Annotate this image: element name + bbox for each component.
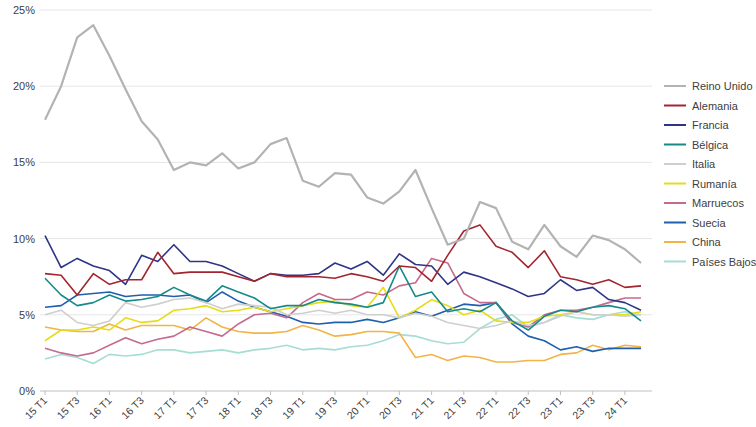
grid-line xyxy=(40,238,652,239)
x-tick-label: 18 T3 xyxy=(248,394,275,421)
x-tick xyxy=(270,391,271,395)
legend-swatch xyxy=(664,124,686,126)
x-tick-label: 20 T3 xyxy=(376,394,403,421)
x-tick-label: 16 T3 xyxy=(119,394,146,421)
legend-swatch xyxy=(664,222,686,224)
x-tick-label: 23 T3 xyxy=(570,394,597,421)
series-line xyxy=(45,318,641,362)
x-tick-label: 20 T1 xyxy=(344,394,371,421)
legend-label: China xyxy=(692,236,722,248)
x-tick xyxy=(141,391,142,395)
x-tick-label: 15 T1 xyxy=(22,394,49,421)
legend-label: Reino Unido xyxy=(692,80,753,92)
x-tick-label: 24 T1 xyxy=(602,394,629,421)
x-tick xyxy=(109,391,110,395)
x-tick-label: 23 T1 xyxy=(538,394,565,421)
chart: 0%5%10%15%20%25%15 T115 T316 T116 T317 T… xyxy=(0,0,756,427)
y-tick-label: 20% xyxy=(13,80,35,92)
legend-label: Rumanía xyxy=(692,178,738,190)
x-tick xyxy=(496,391,497,395)
x-tick xyxy=(624,391,625,395)
y-tick-label: 15% xyxy=(13,156,35,168)
legend-label: Alemania xyxy=(692,100,739,112)
legend-swatch xyxy=(664,183,686,185)
x-tick-label: 22 T3 xyxy=(505,394,532,421)
grid-line xyxy=(40,10,652,11)
legend-swatch xyxy=(664,163,686,165)
legend-label: Marruecos xyxy=(692,197,744,209)
x-tick xyxy=(302,391,303,395)
series-line xyxy=(45,25,641,263)
y-tick-label: 10% xyxy=(13,233,35,245)
grid-line xyxy=(40,162,652,163)
legend-swatch xyxy=(664,85,686,87)
x-tick xyxy=(528,391,529,395)
x-tick xyxy=(592,391,593,395)
x-tick xyxy=(367,391,368,395)
x-tick xyxy=(463,391,464,395)
legend-swatch xyxy=(664,202,686,204)
legend-label: Suecia xyxy=(692,217,727,229)
x-tick xyxy=(431,391,432,395)
legend-swatch xyxy=(664,144,686,146)
x-tick-label: 16 T1 xyxy=(87,394,114,421)
y-tick-label: 25% xyxy=(13,4,35,16)
x-tick xyxy=(334,391,335,395)
x-tick-label: 19 T1 xyxy=(280,394,307,421)
plot-area xyxy=(45,25,641,363)
legend-label: Países Bajos xyxy=(692,256,756,268)
legend-swatch xyxy=(664,105,686,107)
series-line xyxy=(45,236,641,311)
legend-label: Francia xyxy=(692,119,730,131)
legend-swatch xyxy=(664,241,686,243)
legend-label: Bélgica xyxy=(692,139,729,151)
x-tick-label: 21 T1 xyxy=(409,394,436,421)
x-tick xyxy=(206,391,207,395)
x-tick xyxy=(45,391,46,395)
x-tick-label: 22 T1 xyxy=(473,394,500,421)
x-tick xyxy=(560,391,561,395)
legend-label: Italia xyxy=(692,158,716,170)
legend-swatch xyxy=(664,261,686,263)
x-tick-label: 17 T3 xyxy=(183,394,210,421)
x-tick-label: 15 T3 xyxy=(54,394,81,421)
x-tick xyxy=(238,391,239,395)
y-tick-label: 5% xyxy=(19,309,35,321)
x-tick xyxy=(399,391,400,395)
grid-line xyxy=(40,86,652,87)
x-tick xyxy=(173,391,174,395)
y-tick-label: 0% xyxy=(19,385,35,397)
series-line xyxy=(45,258,641,356)
x-tick-label: 21 T3 xyxy=(441,394,468,421)
x-tick xyxy=(77,391,78,395)
x-tick-label: 18 T1 xyxy=(215,394,242,421)
x-tick-label: 19 T3 xyxy=(312,394,339,421)
x-tick-label: 17 T1 xyxy=(151,394,178,421)
